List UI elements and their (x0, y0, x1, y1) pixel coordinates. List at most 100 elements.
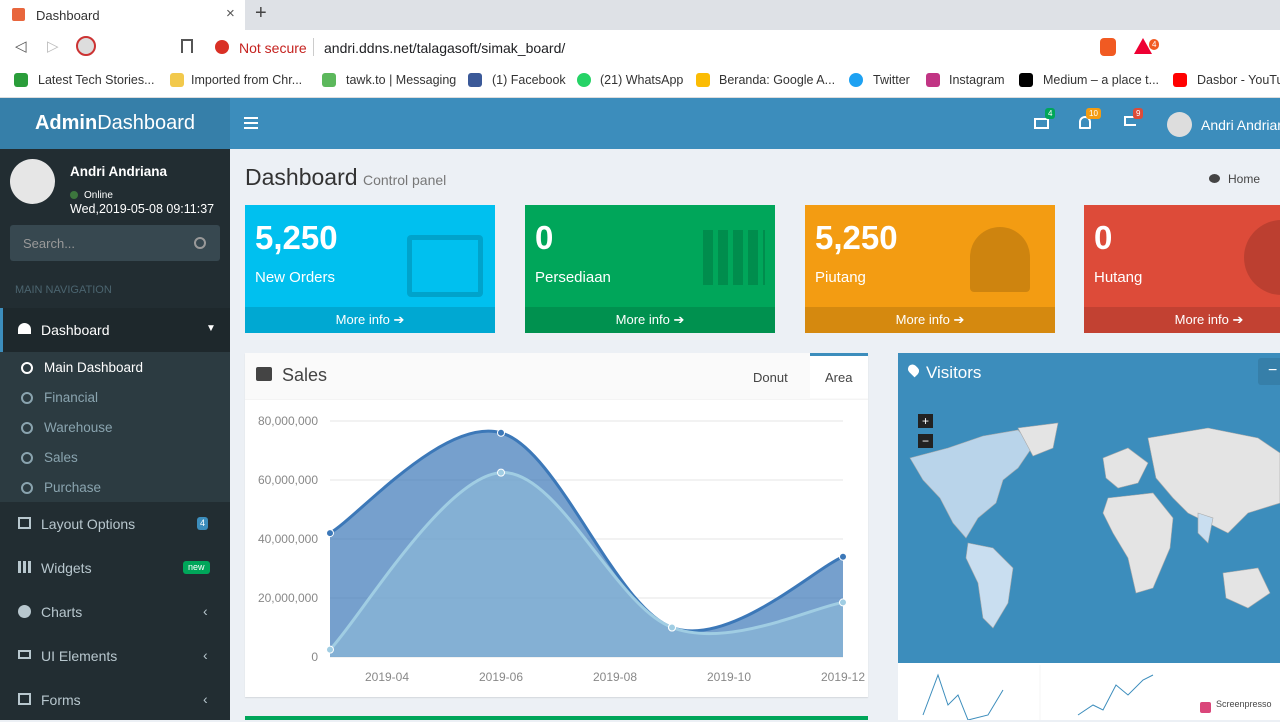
nav-label: Charts (41, 604, 83, 620)
logo[interactable]: AdminDashboard (0, 98, 230, 149)
submenu-item[interactable]: Sales (44, 450, 78, 465)
watermark-text: Screenpresso (1216, 699, 1272, 709)
stat-link[interactable]: More info ➔ (525, 307, 775, 333)
nav-label: Dashboard (41, 322, 110, 338)
brave-icon[interactable] (1100, 38, 1116, 56)
stat-value: 0 (535, 219, 554, 256)
submenu-item[interactable]: Main Dashboard (44, 360, 144, 375)
nav-item-active[interactable]: Dashboard ▼ (0, 308, 230, 352)
nav-item[interactable]: Forms ‹ (0, 678, 230, 722)
insecure-icon (215, 40, 229, 54)
data-point (326, 645, 334, 654)
app-header: AdminDashboard 4 10 9 Andri Andriana (0, 98, 1280, 149)
nav-caret: ▼ (206, 323, 216, 334)
nav-item[interactable]: UI Elements ‹ (0, 634, 230, 678)
stat-box: 5,250 Piutang More info ➔ (805, 205, 1055, 333)
nav-badge: new (183, 561, 210, 574)
bookmark[interactable]: Imported from Chr... (191, 73, 303, 87)
stat-link-text: More info (895, 312, 950, 327)
data-point (326, 529, 334, 538)
data-point (839, 552, 847, 561)
nav-item[interactable]: Widgets new (0, 546, 230, 590)
bookmark[interactable]: (1) Facebook (492, 73, 566, 87)
tab[interactable]: Dashboard × (0, 0, 245, 30)
stat-link[interactable]: More info ➔ (1084, 307, 1280, 333)
zoom-in[interactable]: + (918, 414, 933, 428)
reload-button[interactable] (76, 36, 96, 56)
stat-value: 5,250 (815, 219, 898, 256)
menu-toggle[interactable] (244, 117, 258, 129)
bookmark[interactable]: Beranda: Google A... (719, 73, 836, 87)
area-fill (330, 431, 843, 657)
tab-area-bg[interactable] (810, 353, 868, 398)
messages-icon[interactable] (1034, 118, 1049, 129)
data-point (668, 623, 676, 632)
bookmark-button[interactable] (181, 39, 193, 53)
submenu-item[interactable]: Financial (44, 390, 99, 405)
page-subtitle: Control panel (363, 172, 447, 188)
stat-value: 0 (1094, 219, 1113, 256)
stat-label: Persediaan (535, 269, 611, 286)
tab-title: Dashboard (36, 8, 100, 23)
notifications-icon[interactable] (1079, 116, 1091, 129)
stat-link[interactable]: More info ➔ (245, 307, 495, 333)
bookmarks-bar: Latest Tech Stories... Imported from Chr… (0, 64, 1280, 98)
bookmark[interactable]: Twitter (873, 73, 910, 87)
collapse-button[interactable]: − (1258, 358, 1280, 385)
stat-link-text: More info (1174, 312, 1229, 327)
tab-close[interactable]: × (226, 5, 235, 22)
stat-link[interactable]: More info ➔ (805, 307, 1055, 333)
stat-icon (970, 227, 1030, 292)
area-line (329, 429, 844, 633)
data-point (497, 428, 505, 437)
nav-item[interactable]: Layout Options 4 (0, 502, 230, 546)
nav-label: UI Elements (41, 648, 118, 664)
watermark: Screenpresso (1198, 697, 1280, 720)
bookmark[interactable]: Medium – a place t... (1043, 73, 1160, 87)
area-fill (330, 472, 843, 657)
back-button[interactable]: ◁ (15, 38, 27, 55)
tasks-badge: 9 (1133, 108, 1144, 119)
bookmark[interactable]: tawk.to | Messaging (346, 73, 457, 87)
new-tab[interactable]: + (255, 2, 267, 24)
y-tick-label: 80,000,000 (258, 414, 318, 428)
rewards-icon[interactable] (1134, 38, 1152, 54)
nav-header: MAIN NAVIGATION (15, 284, 112, 296)
sales-chart: 0 20,000,000 40,000,000 60,000,000 80,000,00… (258, 414, 865, 684)
stat-link-text: More info (615, 312, 670, 327)
tab-favicon (12, 8, 25, 21)
visitors-panel: Visitors − + − (898, 353, 1280, 720)
search-box[interactable]: Search... (10, 225, 220, 261)
tab-bar: Dashboard × + (0, 0, 1280, 30)
breadcrumb[interactable]: Home (1228, 172, 1261, 186)
y-tick-label: 20,000,000 (258, 591, 318, 605)
nav-label: Forms (41, 692, 81, 708)
forward-button[interactable]: ▷ (47, 38, 59, 55)
bookmark[interactable]: Instagram (949, 73, 1005, 87)
datetime: Wed,2019-05-08 09:11:37 (70, 202, 215, 216)
tasks-icon[interactable] (1124, 116, 1136, 126)
zoom-out[interactable]: − (918, 434, 933, 448)
tab-area[interactable]: Area (825, 370, 853, 385)
address-row: ◁ ▷ Not secure andri.ddns.net/talagasoft… (0, 30, 1280, 64)
submenu-item[interactable]: Purchase (44, 480, 102, 495)
bookmark[interactable]: Dasbor - YouTu (1197, 73, 1280, 87)
bookmark[interactable]: Latest Tech Stories... (38, 73, 155, 87)
user-avatar[interactable] (1167, 112, 1192, 137)
y-tick-label: 40,000,000 (258, 532, 318, 546)
tab-donut[interactable]: Donut (753, 370, 788, 385)
submenu-item[interactable]: Warehouse (44, 420, 113, 435)
panel-title: Visitors (926, 363, 982, 382)
x-tick-label: 2019-04 (365, 670, 409, 684)
stat-value: 5,250 (255, 219, 338, 256)
bookmark[interactable]: (21) WhatsApp (600, 73, 684, 87)
status: Online (84, 190, 113, 201)
nav-item[interactable]: Charts ‹ (0, 590, 230, 634)
user-name[interactable]: Andri Andriana (1201, 117, 1280, 133)
search-placeholder: Search... (23, 236, 76, 251)
search-icon[interactable] (194, 237, 206, 249)
omnibox[interactable]: Not secure andri.ddns.net/talagasoft/sim… (205, 33, 1090, 61)
x-tick-label: 2019-08 (593, 670, 637, 684)
